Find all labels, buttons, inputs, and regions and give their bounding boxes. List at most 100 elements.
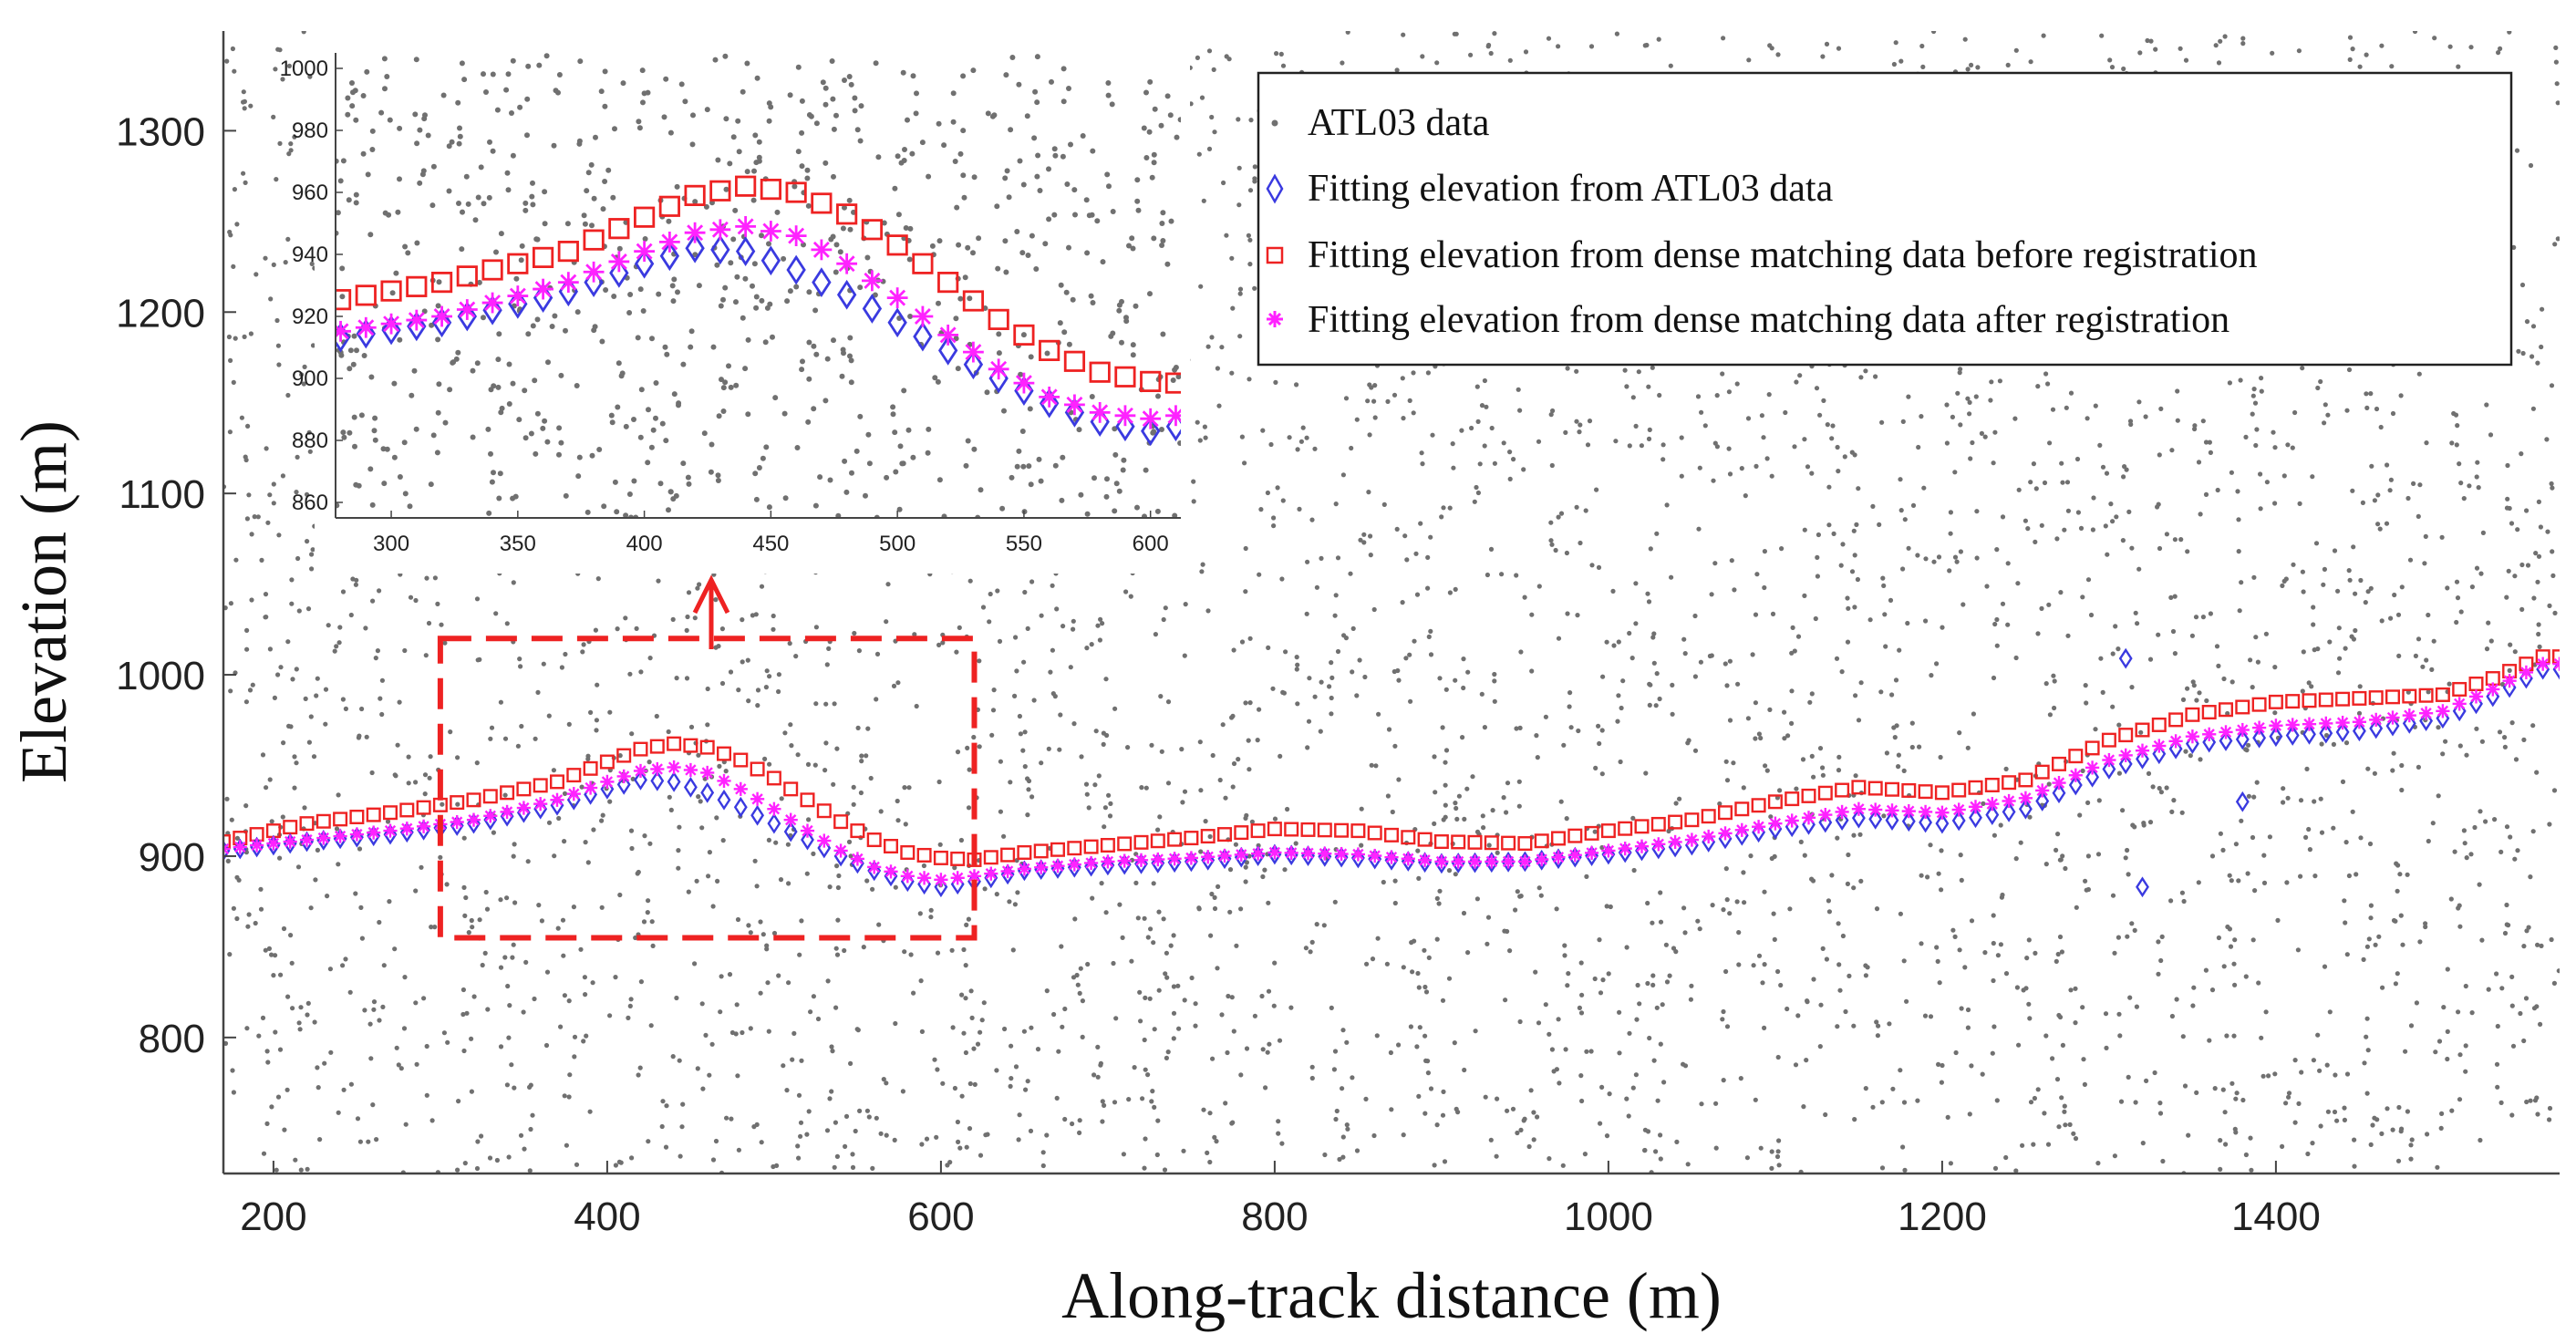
photon-point [274, 177, 279, 182]
photon-point [1176, 1026, 1182, 1031]
photon-point [2172, 651, 2178, 656]
photon-point [2443, 739, 2448, 744]
photon-point [1020, 181, 1027, 188]
photon-point [1965, 1007, 1971, 1013]
photon-point [1906, 545, 1911, 551]
photon-point [1022, 764, 1028, 770]
asterisk-marker [1868, 802, 1883, 817]
photon-point [1758, 735, 1764, 741]
photon-point [1622, 367, 1628, 373]
photon-point [1015, 890, 1020, 895]
asterisk-marker [223, 842, 231, 856]
photon-point [1033, 266, 1040, 272]
photon-point [1568, 725, 1574, 730]
photon-point [1739, 465, 1744, 471]
photon-point [2445, 1056, 2450, 1062]
photon-point [842, 78, 847, 83]
photon-point [1007, 899, 1012, 905]
photon-point [874, 651, 881, 657]
photon-point [277, 1047, 284, 1052]
asterisk-marker [1951, 802, 1966, 817]
photon-point [1507, 476, 1513, 482]
photon-point [1809, 876, 1815, 882]
photon-point [572, 1034, 578, 1039]
photon-point [2264, 480, 2270, 485]
photon-point [271, 114, 276, 119]
photon-point [971, 734, 977, 740]
photon-point [1982, 950, 1988, 956]
photon-point [2483, 819, 2488, 824]
photon-point [2080, 768, 2085, 774]
asterisk-marker [1017, 862, 1031, 876]
photon-point [2088, 612, 2095, 618]
asterisk-marker [1034, 860, 1049, 874]
photon-point [281, 740, 286, 746]
photon-point [2498, 46, 2503, 52]
photon-point [1009, 1076, 1014, 1081]
photon-point [231, 1090, 236, 1095]
photon-point [1915, 1098, 1920, 1103]
photon-point [1441, 1089, 1446, 1094]
photon-point [1770, 611, 1776, 617]
photon-point [2413, 653, 2418, 659]
diamond-marker [2068, 774, 2083, 796]
square-marker [1901, 782, 1917, 798]
photon-point [2479, 937, 2485, 943]
photon-point [2296, 1101, 2302, 1106]
photon-point [707, 1072, 712, 1078]
photon-point [1598, 990, 1604, 996]
asterisk-marker [299, 832, 315, 847]
photon-point [2461, 496, 2467, 501]
photon-point [1836, 469, 1841, 474]
photon-point [2207, 1038, 2212, 1043]
photon-point [1650, 635, 1656, 640]
photon-point [1309, 1064, 1315, 1070]
photon-point [1510, 1106, 1516, 1111]
photon-point [2297, 501, 2302, 507]
photon-point [716, 413, 722, 419]
photon-point [1637, 1001, 1642, 1007]
photon-point [353, 191, 359, 198]
photon-point [1276, 1119, 1281, 1124]
photon-point [1724, 1024, 1731, 1029]
photon-point [2438, 1125, 2444, 1131]
photon-point [1556, 44, 1561, 49]
photon-point [1071, 618, 1076, 624]
photon-point [1265, 1049, 1270, 1055]
photon-point [1230, 305, 1236, 311]
photon-point [1142, 513, 1147, 518]
photon-point [1161, 916, 1166, 922]
photon-point [2416, 764, 2421, 770]
photon-point [2351, 636, 2356, 642]
diamond-marker [2085, 766, 2100, 788]
photon-point [959, 1093, 965, 1099]
photon-point [1156, 987, 1162, 993]
photon-point [2315, 646, 2321, 652]
square-marker [1100, 838, 1115, 853]
photon-point [463, 894, 469, 901]
photon-point [1971, 711, 1976, 717]
photon-point [631, 478, 637, 484]
photon-point [833, 946, 839, 951]
asterisk-marker [1318, 846, 1332, 861]
photon-point [1205, 1150, 1210, 1155]
photon-point [2504, 824, 2510, 830]
photon-point [1266, 988, 1272, 994]
photon-point [799, 129, 805, 136]
photon-point [1734, 899, 1740, 905]
photon-point [544, 969, 551, 975]
photon-point [490, 148, 496, 154]
photon-point [1386, 727, 1392, 732]
photon-point [1548, 520, 1554, 525]
diamond-marker [2018, 798, 2033, 820]
photon-point [585, 860, 591, 865]
asterisk-marker [2252, 720, 2267, 735]
photon-point [1227, 909, 1233, 915]
photon-point [1578, 960, 1584, 966]
photon-point [2185, 686, 2190, 691]
photon-point [1692, 748, 1699, 753]
photon-point [2016, 487, 2022, 492]
photon-point [1549, 542, 1555, 547]
photon-point [564, 1142, 570, 1148]
photon-point [1133, 880, 1139, 886]
